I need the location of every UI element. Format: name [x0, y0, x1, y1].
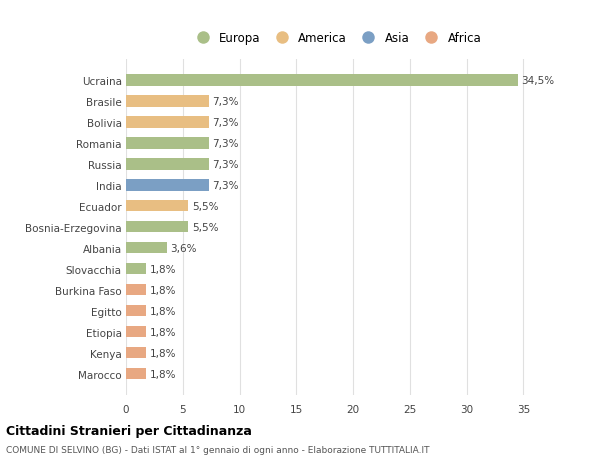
Bar	[126, 326, 146, 338]
Bar	[126, 159, 209, 170]
Text: 1,8%: 1,8%	[150, 264, 176, 274]
Text: 5,5%: 5,5%	[192, 222, 218, 232]
Legend: Europa, America, Asia, Africa: Europa, America, Asia, Africa	[187, 29, 485, 49]
Text: 7,3%: 7,3%	[212, 139, 239, 148]
Bar	[126, 284, 146, 296]
Text: 1,8%: 1,8%	[150, 369, 176, 379]
Text: 34,5%: 34,5%	[521, 76, 554, 86]
Bar	[126, 368, 146, 380]
Text: 3,6%: 3,6%	[170, 243, 197, 253]
Text: 1,8%: 1,8%	[150, 285, 176, 295]
Text: 7,3%: 7,3%	[212, 180, 239, 190]
Text: Cittadini Stranieri per Cittadinanza: Cittadini Stranieri per Cittadinanza	[6, 424, 252, 437]
Bar	[126, 117, 209, 128]
Bar	[126, 305, 146, 317]
Bar	[126, 75, 518, 86]
Text: 7,3%: 7,3%	[212, 118, 239, 128]
Bar	[126, 96, 209, 107]
Bar	[126, 201, 188, 212]
Text: 7,3%: 7,3%	[212, 96, 239, 106]
Text: 5,5%: 5,5%	[192, 202, 218, 211]
Text: 1,8%: 1,8%	[150, 327, 176, 337]
Text: 1,8%: 1,8%	[150, 306, 176, 316]
Text: COMUNE DI SELVINO (BG) - Dati ISTAT al 1° gennaio di ogni anno - Elaborazione TU: COMUNE DI SELVINO (BG) - Dati ISTAT al 1…	[6, 445, 430, 454]
Bar	[126, 347, 146, 358]
Text: 1,8%: 1,8%	[150, 348, 176, 358]
Bar	[126, 179, 209, 191]
Bar	[126, 242, 167, 254]
Bar	[126, 221, 188, 233]
Bar	[126, 263, 146, 275]
Bar	[126, 138, 209, 149]
Text: 7,3%: 7,3%	[212, 159, 239, 169]
